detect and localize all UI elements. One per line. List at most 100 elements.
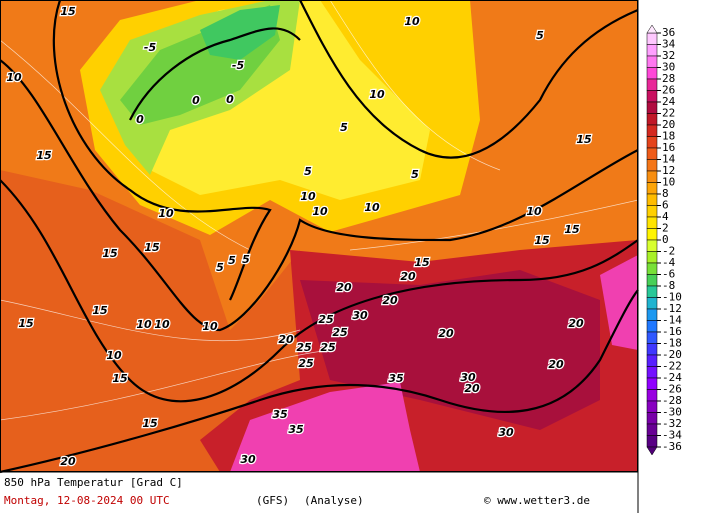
contour-label: 15 [534,234,550,247]
contour-label: 20 [278,333,294,346]
colorbar-segment [646,331,658,344]
colorbar-label: -30 [662,406,682,419]
contour-label: 20 [336,281,352,294]
contour-label: 10 [136,318,152,331]
colorbar: 363432302826242220181614121086420-2-4-6-… [646,24,682,456]
colorbar-segment [646,32,658,45]
contour-label: -5 [144,41,157,54]
colorbar-segment [646,78,658,91]
contour-label: 15 [576,133,592,146]
contour-label: 20 [382,294,398,307]
contour-label: 15 [414,256,430,269]
contour-label: 15 [60,5,76,18]
isotherm [0,179,639,403]
colorbar-label: -32 [662,417,682,430]
colorbar-segment [646,400,658,413]
colorbar-segment [646,182,658,195]
contour-label: 30 [352,309,368,322]
isotherm [0,289,639,474]
colorbar-label: 6 [662,199,669,212]
contour-label: 20 [568,317,584,330]
contour-label: 15 [112,372,128,385]
colorbar-label: -6 [662,268,675,281]
colorbar-segment [646,297,658,310]
colorbar-segment [646,412,658,425]
contour-label: 30 [460,371,476,384]
contour-label: 25 [318,313,334,326]
contour-label: 10 [369,88,385,101]
colorbar-label: 34 [662,38,676,51]
isotherm [299,0,639,159]
contour-label: 15 [92,304,108,317]
contour-label: 15 [18,317,34,330]
contour-label: 10 [202,320,218,333]
colorbar-label: 2 [662,222,669,235]
contour-label: 0 [136,113,144,126]
colorbar-label: 14 [662,153,676,166]
colorbar-label: -26 [662,383,682,396]
contour-label: 10 [6,71,22,84]
colorbar-label: 32 [662,49,675,62]
colorbar-label: -4 [662,256,676,269]
colorbar-segment [646,159,658,172]
contour-label: 30 [498,426,514,439]
isotherm [0,59,639,332]
colorbar-segment [646,343,658,356]
contour-label: 10 [158,207,174,220]
contour-label: 35 [388,372,404,385]
contour-label: 20 [400,270,416,283]
colorbar-segment [646,274,658,287]
contour-label: 20 [438,327,454,340]
colorbar-label: -20 [662,348,682,361]
contour-label: 10 [312,205,328,218]
colorbar-label: -36 [662,440,682,453]
colorbar-segment [646,147,658,160]
map [0,0,639,474]
colorbar-label: -34 [662,429,682,442]
colorbar-segment [646,354,658,367]
contour-label: 5 [304,165,312,178]
colorbar-segment [646,67,658,80]
colorbar-segment [646,216,658,229]
colorbar-label: -16 [662,325,682,338]
contour-label: 10 [300,190,316,203]
contour-label: 25 [332,326,348,339]
contour-label: 5 [340,121,348,134]
colorbar-segment [646,205,658,218]
colorbar-label: 0 [662,233,669,246]
footer-title: 850 hPa Temperatur [Grad C] [4,476,183,489]
contour-label: 15 [102,247,118,260]
isotherm [129,27,301,121]
colorbar-label: 4 [662,210,669,223]
contour-label: 25 [296,341,312,354]
region [230,382,420,472]
contour-label: 5 [216,261,224,274]
colorbar-segment [646,366,658,379]
colorbar-segment [646,308,658,321]
footer-date: Montag, 12-08-2024 00 UTC [4,494,170,507]
contour-label: 30 [240,453,256,466]
colorbar-label: 28 [662,72,675,85]
footer-credit: © www.wetter3.de [484,494,590,507]
colorbar-label: 30 [662,61,675,74]
region [0,170,300,472]
contour-label: 5 [242,253,250,266]
contour-label: 10 [364,201,380,214]
colorbar-segment [646,193,658,206]
contour-label: 15 [564,223,580,236]
colorbar-label: -2 [662,245,675,258]
colorbar-segment [646,228,658,241]
colorbar-label: 22 [662,107,675,120]
contour-label: 5 [411,168,419,181]
colorbar-label: -18 [662,337,682,350]
colorbar-segment [646,435,658,448]
colorbar-label: 20 [662,118,675,131]
colorbar-label: 10 [662,176,675,189]
colorbar-label: 16 [662,141,675,154]
colorbar-cap [646,446,658,456]
contour-label: 0 [192,94,200,107]
colorbar-segment [646,44,658,57]
colorbar-segment [646,239,658,252]
colorbar-label: -12 [662,302,682,315]
